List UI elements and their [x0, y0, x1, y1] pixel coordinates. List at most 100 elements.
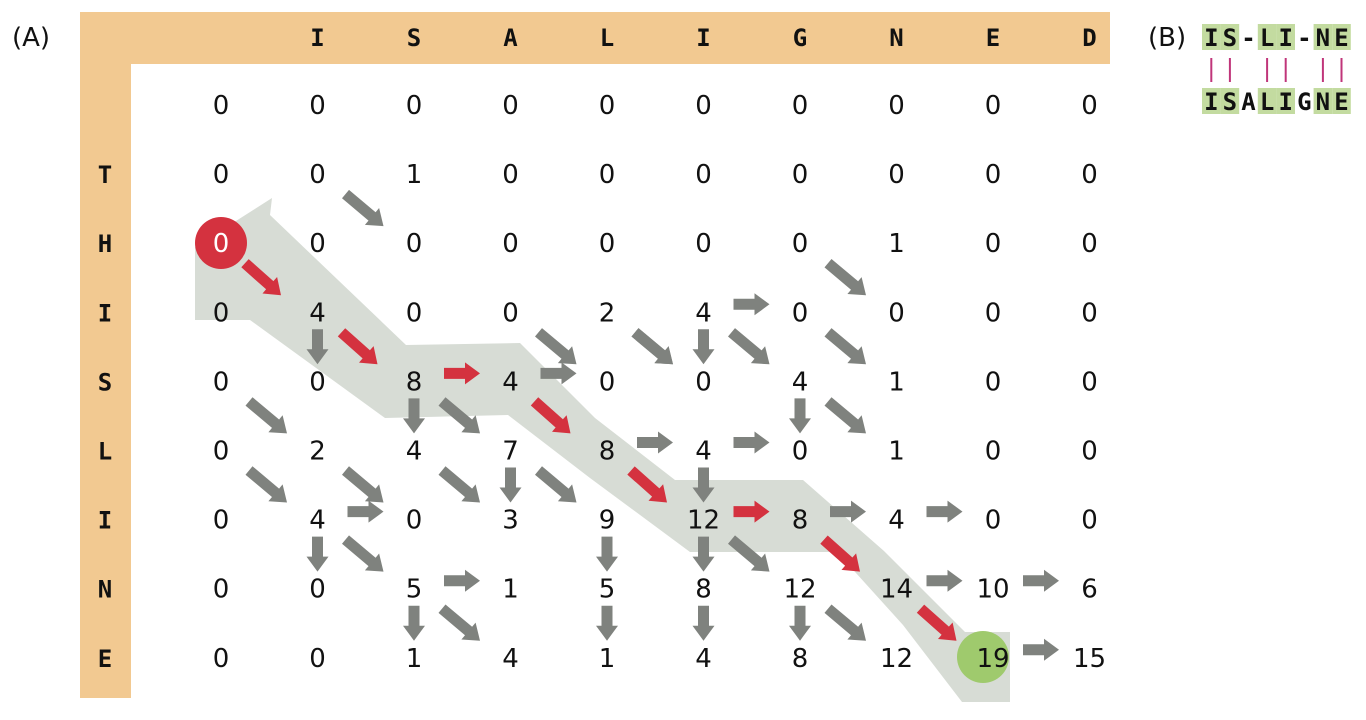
matrix-cell: 1 — [888, 437, 905, 467]
alignment-top-char: L — [1260, 24, 1274, 52]
matrix-cell: 0 — [985, 298, 1002, 328]
matrix-cell: 0 — [985, 229, 1002, 259]
match-highlight — [1276, 88, 1295, 114]
matrix-cell: 0 — [985, 160, 1002, 190]
matrix-cell: 0 — [599, 160, 616, 190]
matrix-cell: 0 — [406, 229, 423, 259]
matrix-cell: 10 — [976, 575, 1009, 605]
row-header: L — [98, 438, 112, 466]
gray-arrow — [245, 466, 287, 503]
alignment-bottom-char: S — [1223, 88, 1237, 116]
gray-arrow — [438, 397, 480, 434]
row-header: I — [98, 507, 112, 535]
row-header: I — [98, 299, 112, 327]
matrix-cell: 0 — [695, 229, 712, 259]
matrix-cell: 0 — [213, 575, 230, 605]
matrix-cell: 0 — [309, 644, 326, 674]
matrix-cell: 4 — [309, 506, 326, 536]
matrix-cell: 0 — [695, 91, 712, 121]
alignment-bottom-char: G — [1297, 88, 1311, 116]
matrix-cell: 8 — [792, 644, 809, 674]
matrix-cell: 4 — [309, 298, 326, 328]
gray-arrow — [438, 466, 480, 503]
end-cell-marker — [957, 631, 1009, 683]
matrix-cell: 0 — [406, 506, 423, 536]
row-headers: T H I S L I N E — [98, 161, 112, 673]
gray-arrow — [631, 328, 673, 365]
match-highlight — [1332, 88, 1351, 114]
alignment-bottom-char: A — [1241, 88, 1256, 116]
matrix-cell: 4 — [888, 506, 905, 536]
matrix-cell: 0 — [792, 298, 809, 328]
matrix-cell: 8 — [599, 437, 616, 467]
gray-arrow — [342, 466, 384, 503]
column-header: I — [696, 24, 710, 52]
gray-arrow — [245, 397, 287, 434]
column-header: I — [310, 24, 324, 52]
match-highlight — [1220, 24, 1240, 50]
matrix-cell: 0 — [695, 160, 712, 190]
matrix-cell: 5 — [599, 575, 616, 605]
gray-arrow — [499, 467, 522, 503]
matrix-cell: 0 — [599, 367, 616, 397]
traceback-arrow — [733, 500, 770, 523]
row-header: T — [98, 161, 112, 189]
matrix-cell: 0 — [1081, 160, 1098, 190]
matrix-cell: 0 — [309, 160, 326, 190]
header-band-left — [80, 12, 131, 698]
matrix-cell: 9 — [599, 506, 616, 536]
matrix-cell: 0 — [213, 298, 230, 328]
matrix-cell: 0 — [406, 298, 423, 328]
matrix-cell: 0 — [1081, 367, 1098, 397]
row-header: H — [98, 230, 112, 258]
column-header: D — [1082, 24, 1096, 52]
alignment-top-char: I — [1278, 24, 1292, 52]
matrix-cell: 0 — [985, 437, 1002, 467]
gray-arrow — [1023, 638, 1059, 661]
score-matrix: 0 0 0 0 0 0 0 0 0 00 0 1 0 0 0 0 0 0 00 0 0 0 0 0 0 1 0 00 4 0 0 2 4 0 0 0 0… — [213, 91, 1106, 674]
matrix-cell: 0 — [792, 91, 809, 121]
alignment-top-char: - — [1297, 24, 1311, 52]
matrix-cell: 0 — [599, 229, 616, 259]
traceback-arrow — [916, 604, 957, 641]
matrix-cell: 0 — [502, 298, 519, 328]
traceback-path-band — [195, 198, 1010, 702]
matrix-cell: 2 — [309, 437, 326, 467]
gray-arrow — [824, 328, 866, 365]
match-highlight — [1257, 88, 1277, 114]
alignment-bottom-char: N — [1316, 88, 1330, 116]
gray-arrow — [535, 466, 577, 503]
match-highlight — [1202, 88, 1221, 114]
gray-arrow — [535, 328, 577, 365]
matrix-cell: 12 — [687, 506, 720, 536]
match-highlight — [1276, 24, 1295, 50]
matrix-cell: 4 — [695, 644, 712, 674]
matrix-cell: 0 — [309, 575, 326, 605]
gray-arrow — [306, 329, 329, 365]
matrix-cell: 0 — [213, 91, 230, 121]
matrix-cell: 4 — [406, 437, 423, 467]
matrix-cell: 0 — [985, 91, 1002, 121]
matrix-cell: 8 — [695, 575, 712, 605]
gray-arrow — [347, 500, 384, 523]
matrix-cell: 0 — [213, 367, 230, 397]
gray-arrow — [926, 500, 963, 523]
alignment-bottom-char: I — [1204, 88, 1218, 116]
matrix-cell: 2 — [599, 298, 616, 328]
row-header: N — [98, 576, 112, 604]
matrix-cell: 0 — [502, 229, 519, 259]
gray-arrow — [692, 605, 715, 641]
matrix-cell: 0 — [502, 160, 519, 190]
alignment-top-char: E — [1334, 24, 1348, 52]
column-header: N — [889, 24, 903, 52]
matrix-cell: 1 — [599, 644, 616, 674]
gray-arrow — [342, 535, 384, 572]
match-highlight — [1313, 88, 1333, 114]
alignment-top-char: I — [1204, 24, 1218, 52]
matrix-cell: 0 — [213, 506, 230, 536]
matrix-cell: 14 — [880, 575, 913, 605]
gray-arrow — [733, 431, 770, 454]
matrix-cell: 0 — [888, 160, 905, 190]
matrix-cell: 0 — [1081, 506, 1098, 536]
